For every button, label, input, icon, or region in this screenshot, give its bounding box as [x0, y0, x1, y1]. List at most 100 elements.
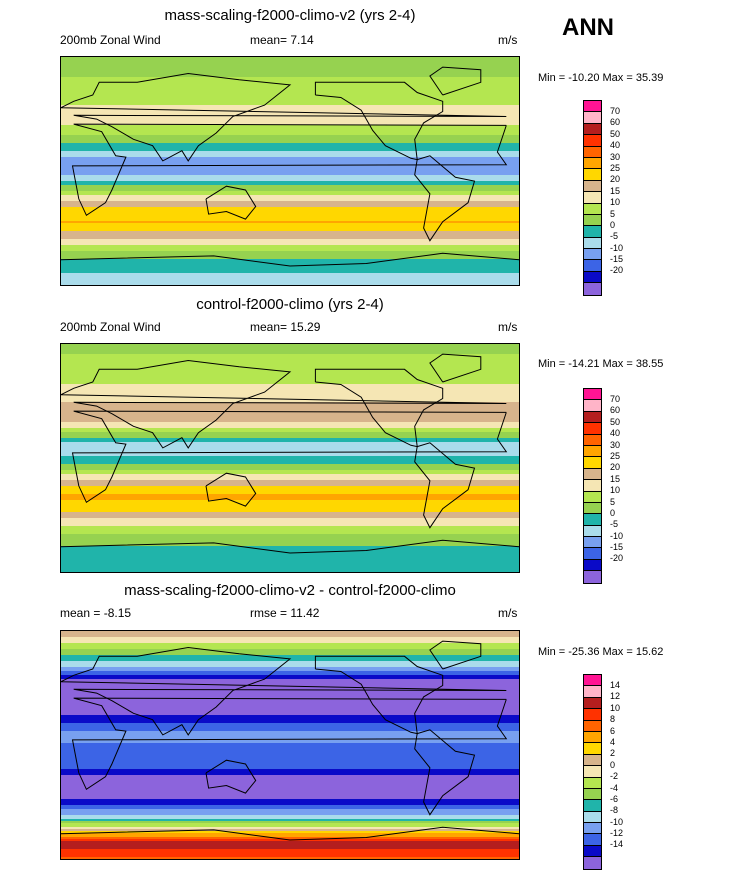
panel2-field-band	[61, 348, 519, 351]
colorbar-swatch	[584, 709, 601, 721]
panel2-field-band	[61, 512, 519, 515]
panel2-field-band	[61, 438, 519, 441]
panel3-field-band	[61, 665, 519, 668]
panel1-title: mass-scaling-f2000-climo-v2 (yrs 2-4)	[164, 7, 416, 24]
panel1-field-band	[61, 259, 519, 262]
colorbar-swatch	[584, 502, 601, 515]
colorbar-label: 0	[610, 507, 616, 518]
panel2-field-band	[61, 418, 519, 421]
panel2-field-band	[61, 372, 519, 375]
panel3-field-band	[61, 669, 519, 672]
panel1-field-band	[61, 255, 519, 258]
panel1-field-band	[61, 227, 519, 230]
panel1-field-band	[61, 191, 519, 194]
panel3-field-band	[61, 641, 519, 644]
panel3-field-band	[61, 819, 519, 822]
panel3-coastline	[61, 646, 507, 736]
panel3-field-band	[61, 739, 519, 742]
panel2-field-band	[61, 486, 519, 489]
colorbar-swatch	[584, 249, 601, 261]
panel1-field-band	[61, 89, 519, 92]
colorbar-swatch	[584, 434, 601, 446]
panel1-field-band	[61, 263, 519, 266]
colorbar-swatch	[584, 123, 601, 136]
panel2-field-band	[61, 454, 519, 457]
panel1-field-band	[61, 283, 519, 285]
panel3-field-band	[61, 741, 519, 744]
colorbar-label: 6	[610, 725, 616, 736]
colorbar-swatch	[584, 423, 601, 435]
colorbar-label: 60	[610, 117, 621, 128]
panel1-field-band	[61, 189, 519, 192]
panel1-field-band	[61, 183, 519, 186]
panel1-field-band	[61, 163, 519, 166]
colorbar-label: 70	[610, 106, 621, 116]
panel2-field-band	[61, 344, 519, 347]
colorbar-swatch	[584, 146, 601, 158]
panel2-field-band	[61, 364, 519, 367]
panel3-field-band	[61, 713, 519, 716]
panel2-field-band	[61, 524, 519, 527]
panel3-field-band	[61, 743, 519, 746]
panel2-field-band	[61, 428, 519, 431]
colorbar-swatch	[584, 743, 601, 755]
panel2-field-band	[61, 456, 519, 459]
panel1-field-band	[61, 239, 519, 242]
panel1-field-band	[61, 275, 519, 278]
panel3-field-band	[61, 635, 519, 638]
panel2-field-band	[61, 540, 519, 543]
colorbar-swatch	[584, 226, 601, 238]
panel3-field-band	[61, 717, 519, 720]
panel2-field-band	[61, 354, 519, 357]
panel1-field-band	[61, 65, 519, 68]
panel2-field-band	[61, 426, 519, 429]
panel2-field-band	[61, 526, 519, 529]
panel1-minmax: Min = -10.20 Max = 35.39	[538, 72, 664, 84]
colorbar-label: 20	[610, 174, 621, 185]
colorbar-label: -12	[610, 828, 624, 839]
panel1-colorbar-labels: 70 60 50 40 30 25 20 15 10 5 0 -5 -10 -15 -20	[610, 106, 623, 277]
panel1-field-band	[61, 181, 519, 184]
colorbar-label: 10	[610, 197, 621, 208]
panel3-field-band	[61, 855, 519, 858]
panel1-mean: mean= 7.14	[250, 33, 314, 47]
colorbar-label: 15	[610, 185, 621, 196]
colorbar-swatch	[584, 697, 601, 710]
panel1-field-band	[61, 57, 519, 60]
colorbar-label: 0	[610, 759, 616, 770]
panel2-field-band	[61, 358, 519, 361]
panel2-field-band	[61, 472, 519, 475]
panel2-field-band	[61, 362, 519, 365]
panel3-field-band	[61, 663, 519, 666]
panel3-field-band	[61, 633, 519, 636]
panel2-field-band	[61, 528, 519, 531]
panel2-field-band	[61, 370, 519, 373]
panel1-field-band	[61, 87, 519, 90]
panel3-field-band	[61, 725, 519, 728]
colorbar-swatch	[584, 788, 601, 801]
panel3-field-band	[61, 703, 519, 706]
panel3-field-band	[61, 825, 519, 828]
panel3-field-band	[61, 673, 519, 676]
panel2-field-band	[61, 406, 519, 409]
panel3-field-band	[61, 727, 519, 730]
panel3-colorbar	[583, 674, 602, 870]
colorbar-label: 25	[610, 162, 621, 173]
colorbar-swatch	[584, 192, 601, 204]
colorbar-label: 14	[610, 680, 621, 690]
colorbar-label: -10	[610, 242, 624, 253]
panel1-coastline	[205, 185, 257, 220]
panel3-field-band	[61, 783, 519, 786]
panel1-field-band	[61, 253, 519, 256]
panel3-field-band	[61, 803, 519, 806]
colorbar-swatch	[584, 811, 601, 824]
panel3-field-band	[61, 659, 519, 662]
panel1-field-band	[61, 151, 519, 154]
panel2-field-band	[61, 484, 519, 487]
panel3-field-band	[61, 763, 519, 766]
panel1-field-band	[61, 83, 519, 86]
panel3-field-band	[61, 817, 519, 820]
panel3-field-band	[61, 747, 519, 750]
panel3-field-band	[61, 841, 519, 844]
panel3-field-band	[61, 795, 519, 798]
